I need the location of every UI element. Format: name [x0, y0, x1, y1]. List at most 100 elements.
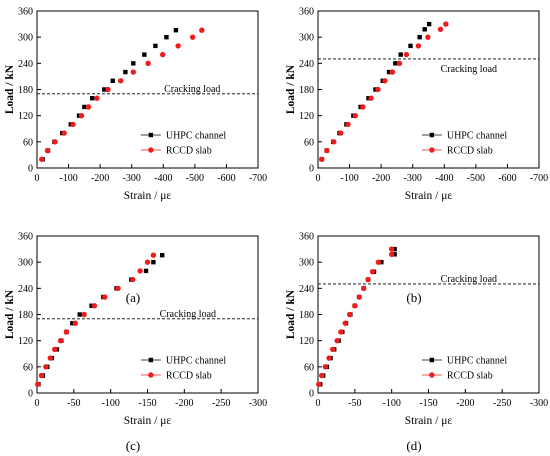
y-tick-label: 0	[28, 164, 33, 175]
data-point-rccd-slab	[70, 121, 76, 128]
panel-label: (d)	[406, 438, 421, 453]
y-tick-label: 180	[299, 310, 314, 321]
data-point-rccd-slab	[369, 269, 376, 275]
legend-label: UHPC channel	[166, 356, 226, 367]
legend-marker-rccd-slab	[429, 372, 435, 378]
data-point-rccd-slab	[331, 139, 337, 145]
data-point-rccd-slab	[425, 34, 431, 40]
y-tick-label: 60	[304, 362, 314, 373]
data-point-uhpc-channel	[142, 52, 147, 57]
data-point-rccd-slab	[81, 311, 87, 318]
x-axis-label: Strain / με	[405, 190, 453, 202]
data-point-rccd-slab	[115, 285, 121, 292]
data-point-uhpc-channel	[386, 69, 392, 75]
legend-label: UHPC channel	[447, 356, 507, 367]
y-tick-label: 240	[299, 59, 314, 70]
legend-marker-uhpc-channel	[429, 357, 435, 363]
data-point-rccd-slab	[415, 43, 422, 49]
data-point-rccd-slab	[189, 34, 196, 40]
data-point-rccd-slab	[326, 355, 332, 361]
y-axis-label: Load / kN	[4, 64, 16, 114]
x-tick-label: 0	[316, 173, 321, 184]
y-tick-label: 240	[18, 59, 33, 70]
x-tick-label: 0	[35, 398, 40, 409]
data-point-rccd-slab	[330, 346, 336, 353]
data-point-uhpc-channel	[392, 246, 397, 252]
data-point-rccd-slab	[51, 346, 58, 353]
data-point-rccd-slab	[57, 337, 64, 344]
data-point-rccd-slab	[360, 285, 367, 292]
data-point-rccd-slab	[375, 259, 382, 265]
data-point-rccd-slab	[319, 156, 325, 162]
y-tick-label: 360	[18, 7, 33, 18]
data-point-rccd-slab	[403, 51, 410, 58]
data-point-uhpc-channel	[143, 268, 149, 274]
legend-marker-rccd-slab	[148, 372, 154, 378]
data-point-rccd-slab	[356, 294, 362, 300]
data-point-uhpc-channel	[173, 27, 179, 33]
data-point-rccd-slab	[382, 78, 388, 84]
chart-panel-4: 0 60 120 180 240 300 360 0 -50 -100 -150 -200 -250 -3…	[285, 232, 548, 454]
y-axis-label: Load / kN	[4, 289, 16, 339]
data-point-uhpc-channel	[164, 34, 169, 40]
x-tick-label: -700	[530, 173, 548, 184]
x-tick-label: -200	[456, 398, 474, 409]
data-point-rccd-slab	[35, 381, 41, 387]
cracking-load-label: Cracking load	[441, 64, 497, 75]
y-axis-label: Load / kN	[285, 289, 297, 339]
chart-panel-1: 0 60 120 180 240 300 360 0 -100 -200 -300 -400 -500 -…	[4, 7, 267, 306]
data-point-rccd-slab	[91, 303, 98, 309]
data-point-rccd-slab	[63, 329, 70, 335]
x-tick-label: -400	[435, 173, 453, 184]
chart-panel-3: 0 60 120 180 240 300 360 0 -50 -100 -150 -200 -250 -3…	[4, 232, 267, 454]
x-tick-label: -300	[530, 398, 548, 409]
y-tick-label: 240	[299, 284, 314, 295]
x-tick-label: -50	[348, 398, 361, 409]
panel-label: (a)	[126, 290, 140, 305]
cracking-load-label: Cracking load	[164, 84, 220, 95]
x-axis-label: Strain / με	[405, 415, 453, 427]
data-point-rccd-slab	[175, 43, 181, 49]
x-tick-label: -600	[498, 173, 516, 184]
y-tick-label: 300	[299, 258, 314, 269]
data-point-rccd-slab	[368, 95, 374, 101]
data-point-uhpc-channel	[393, 61, 398, 66]
data-point-uhpc-channel	[398, 52, 403, 57]
data-point-rccd-slab	[61, 130, 67, 136]
y-tick-label: 0	[309, 389, 314, 400]
data-point-rccd-slab	[150, 252, 157, 258]
y-tick-label: 180	[299, 85, 314, 96]
legend-label: RCCD slab	[447, 146, 493, 157]
cracking-load-label: Cracking load	[160, 309, 216, 320]
y-tick-label: 0	[28, 389, 33, 400]
y-axis-label: Load / kN	[285, 64, 297, 114]
data-point-uhpc-channel	[408, 43, 413, 49]
data-point-uhpc-channel	[70, 321, 75, 326]
legend-label: UHPC channel	[166, 131, 226, 142]
y-tick-label: 120	[299, 336, 314, 347]
data-point-rccd-slab	[199, 27, 205, 33]
data-point-rccd-slab	[388, 246, 395, 252]
x-axis-label: Strain / με	[124, 190, 172, 202]
y-tick-label: 180	[18, 85, 33, 96]
x-axis-label: Strain / με	[124, 415, 172, 427]
x-tick-label: -250	[493, 398, 511, 409]
legend-label: RCCD slab	[166, 146, 212, 157]
data-point-rccd-slab	[43, 364, 49, 370]
x-tick-label: -200	[372, 173, 390, 184]
y-tick-label: 120	[18, 111, 33, 122]
data-point-rccd-slab	[78, 112, 85, 119]
data-point-rccd-slab	[38, 372, 45, 379]
data-point-rccd-slab	[342, 320, 348, 326]
y-tick-label: 60	[23, 137, 33, 148]
y-tick-label: 120	[299, 111, 314, 122]
data-point-rccd-slab	[345, 121, 351, 128]
x-tick-label: -500	[186, 173, 204, 184]
legend-marker-rccd-slab	[148, 147, 154, 153]
data-point-rccd-slab	[72, 320, 79, 326]
y-tick-label: 120	[18, 336, 33, 347]
data-point-uhpc-channel	[131, 61, 136, 66]
data-point-rccd-slab	[324, 147, 330, 154]
legend-marker-uhpc-channel	[429, 132, 435, 138]
